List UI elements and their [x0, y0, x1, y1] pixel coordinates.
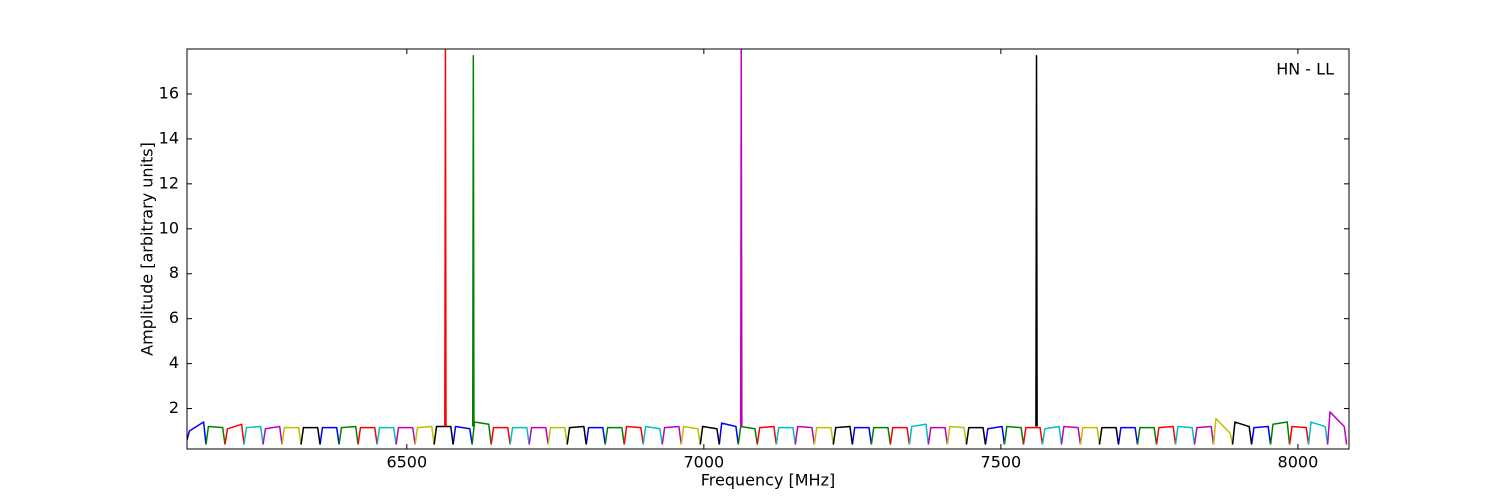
series-line: [187, 421, 1272, 445]
series-line: [739, 49, 743, 427]
x-tick-label: 8000: [1278, 453, 1319, 472]
y-tick-label: 4: [169, 353, 179, 372]
plot-lines: [187, 49, 1348, 445]
annotation: HN - LL: [1276, 60, 1334, 79]
series-line: [472, 54, 475, 427]
x-axis-label: Frequency [MHz]: [701, 471, 835, 490]
series-line: [262, 411, 1348, 445]
series-line: [224, 423, 1310, 445]
y-tick-label: 12: [159, 173, 179, 192]
series-line: [300, 421, 1253, 445]
x-tick-label: 7000: [683, 453, 724, 472]
series-line: [243, 421, 1329, 445]
series-line: [205, 421, 1291, 445]
series-line: [444, 49, 447, 427]
x-tick-label: 7500: [981, 453, 1022, 472]
y-tick-label: 2: [169, 398, 179, 417]
y-tick-label: 14: [159, 128, 179, 147]
plot-frame: [186, 48, 1350, 450]
y-axis-label: Amplitude [arbitrary units]: [138, 142, 157, 356]
x-tick-label: 6500: [386, 453, 427, 472]
series-line: [1035, 54, 1038, 427]
y-tick-label: 6: [169, 308, 179, 327]
series-line: [281, 417, 1234, 445]
y-tick-label: 10: [159, 218, 179, 237]
y-tick-label: 16: [159, 83, 179, 102]
y-tick-label: 8: [169, 263, 179, 282]
